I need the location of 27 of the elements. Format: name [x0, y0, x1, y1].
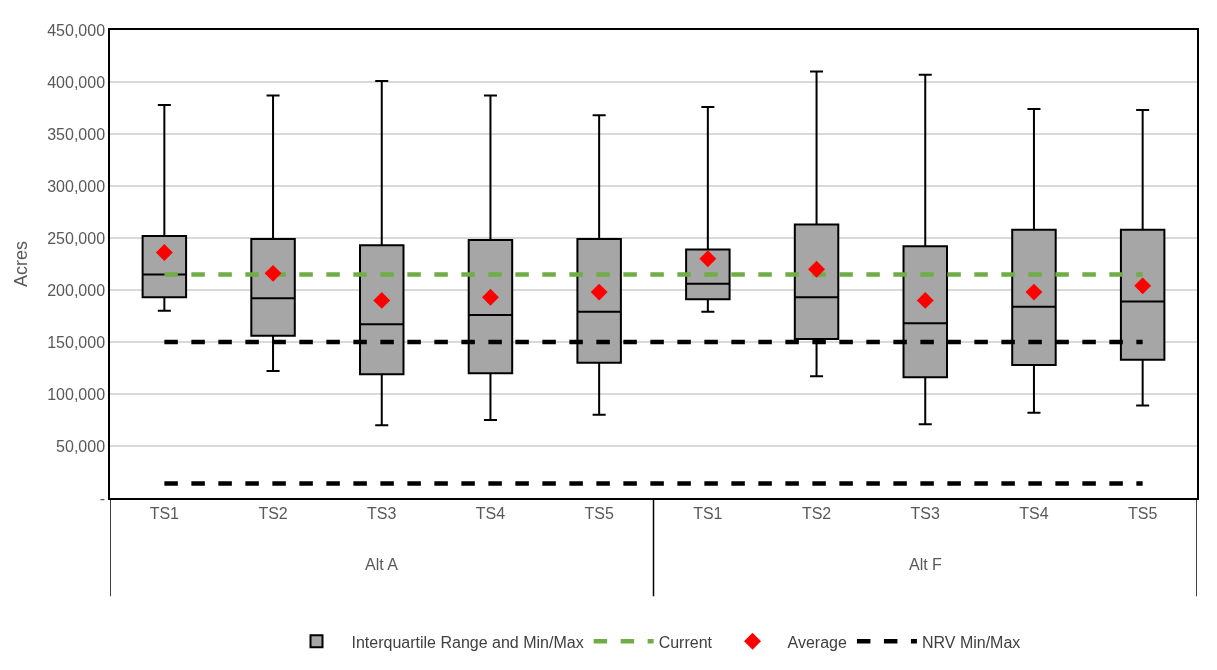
- y-tick-label: 400,000: [47, 73, 106, 91]
- x-tick-label: TS5: [584, 504, 614, 522]
- x-tick-label: TS1: [693, 504, 723, 522]
- y-tick-label: 250,000: [47, 229, 106, 247]
- y-tick-label: 450,000: [47, 21, 106, 39]
- text: Alt F: [909, 556, 943, 573]
- y-tick-label: 50,000: [56, 437, 106, 455]
- x-tick-label: TS3: [910, 504, 941, 522]
- x-tick-label: TS1: [149, 504, 180, 522]
- y-tick-label: 150,000: [47, 333, 106, 351]
- legend-label: Average: [787, 633, 847, 651]
- y-axis-title: Acres: [10, 240, 31, 288]
- y-tick-label: 300,000: [47, 177, 106, 195]
- legend-label: NRV Min/Max: [921, 633, 1021, 651]
- legend-label: Interquartile Range and Min/Max: [351, 633, 584, 651]
- text: Alt A: [365, 556, 399, 573]
- y-tick-label: -: [99, 489, 106, 507]
- x-tick-label: TS2: [801, 504, 832, 522]
- legend-label: Current: [658, 633, 713, 651]
- y-tick-label: 100,000: [47, 385, 106, 403]
- y-tick-label: 350,000: [47, 125, 106, 143]
- x-tick-label: TS2: [258, 504, 288, 522]
- x-tick-label: TS4: [1019, 504, 1049, 522]
- x-tick-label: TS3: [367, 504, 397, 522]
- x-tick-label: TS4: [475, 504, 506, 522]
- y-tick-label: 200,000: [47, 281, 106, 299]
- x-tick-label: TS5: [1127, 504, 1158, 522]
